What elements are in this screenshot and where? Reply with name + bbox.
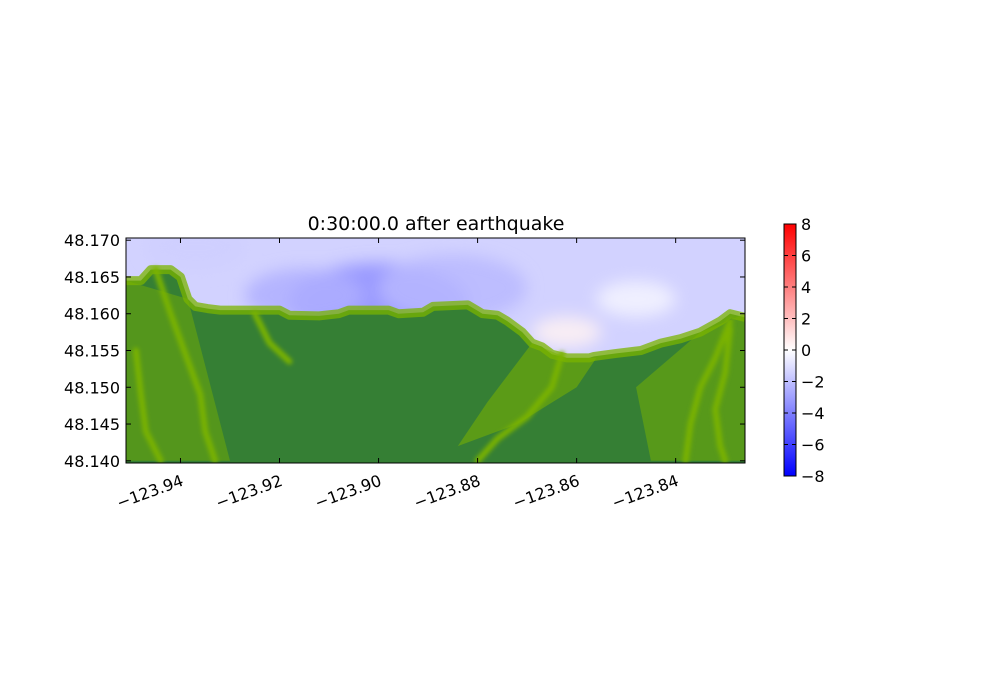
y-tick-label: 48.170	[64, 231, 120, 250]
x-tick-label: −123.86	[510, 471, 582, 513]
colorbar-tick-label: 8	[801, 215, 811, 234]
colorbar-tick-label: 4	[801, 278, 811, 297]
x-tick-label: −123.84	[609, 471, 681, 513]
river-1	[132, 347, 164, 463]
x-tick-label: −123.88	[411, 471, 483, 513]
river-4	[682, 318, 734, 463]
x-tick-label: −123.92	[213, 471, 285, 513]
river-0	[152, 266, 219, 463]
wave-anomaly-5	[596, 281, 676, 317]
y-tick-label: 48.165	[64, 268, 120, 287]
colorbar-tick-label: 2	[801, 310, 811, 329]
y-tick-label: 48.160	[64, 305, 120, 324]
river-5	[712, 325, 734, 463]
land-mass	[126, 269, 745, 463]
y-tick-label: 48.155	[64, 342, 120, 361]
river-2	[251, 310, 293, 365]
coastal-band	[126, 265, 745, 363]
wave-anomaly-4	[532, 316, 602, 348]
colorbar-tick-label: 6	[801, 247, 811, 266]
y-tick-label: 48.145	[64, 415, 120, 434]
wave-anomaly-2	[378, 254, 528, 322]
river-3	[474, 351, 565, 463]
wave-anomaly-3	[145, 238, 245, 270]
y-tick-label: 48.140	[64, 452, 120, 471]
y-axis: 48.170 48.165 48.160 48.155 48.150 48.145 48.1…	[64, 231, 745, 471]
upland-central	[457, 343, 597, 447]
colorbar-tick-label: −4	[801, 404, 825, 423]
colorbar-tick-label: −6	[801, 436, 825, 455]
x-tick-label: −123.94	[114, 471, 186, 513]
x-tick-label: −123.90	[312, 471, 384, 513]
colorbar: 8 6 4 2 0 −2 −4 −6 −8	[783, 215, 825, 486]
plot-area	[126, 238, 745, 463]
y-tick-label: 48.150	[64, 378, 120, 397]
colorbar-tick-label: −2	[801, 373, 825, 392]
colorbar-tick-label: −8	[801, 467, 825, 486]
colorbar-tick-label: 0	[801, 341, 811, 360]
river-channels	[132, 266, 734, 463]
chart-title: 0:30:00.0 after earthquake	[308, 213, 565, 235]
